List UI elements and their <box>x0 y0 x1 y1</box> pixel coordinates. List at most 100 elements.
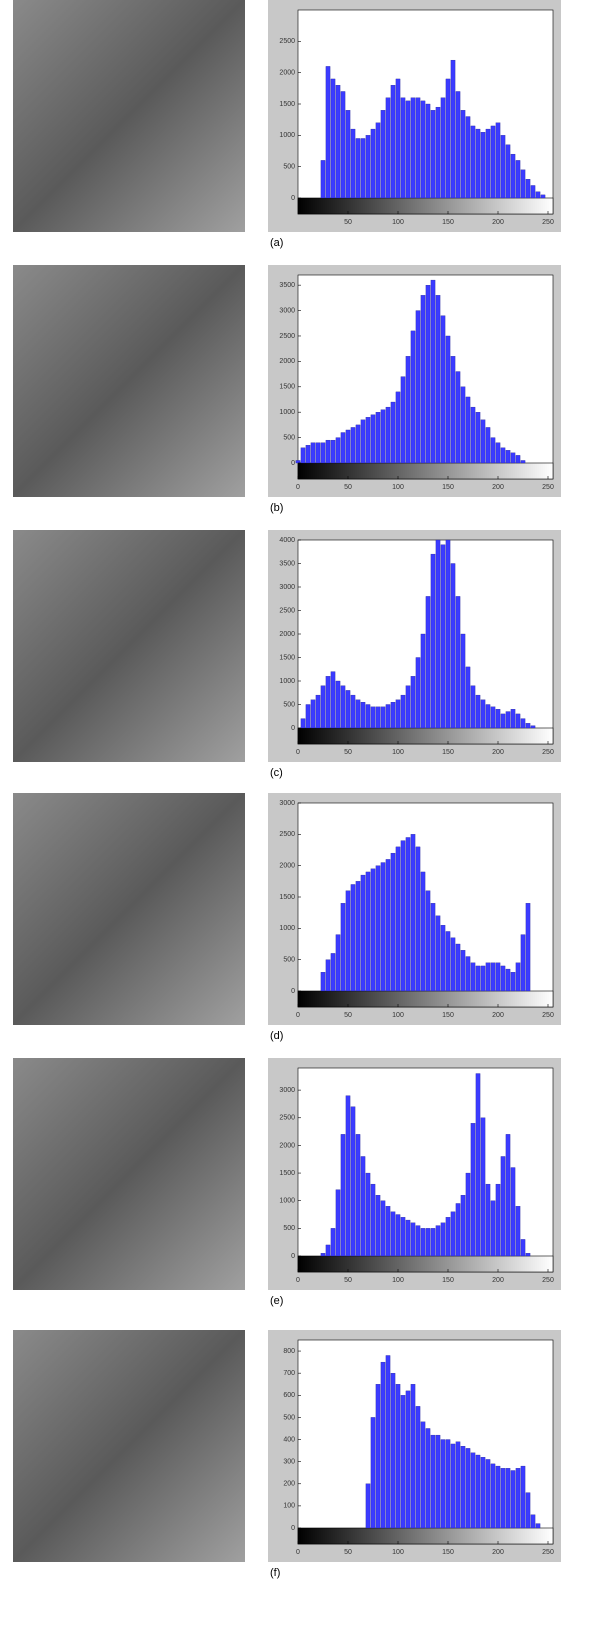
bar <box>435 106 441 199</box>
bar <box>505 144 511 199</box>
bar <box>490 1463 496 1529</box>
bar <box>490 437 496 464</box>
bar <box>375 122 381 199</box>
bar <box>485 1459 491 1529</box>
bar <box>430 110 436 199</box>
x-tick-label: 150 <box>442 749 454 756</box>
x-tick-label: 0 <box>296 1012 300 1019</box>
bar <box>490 125 496 199</box>
bar <box>440 315 446 464</box>
bar <box>380 1361 386 1529</box>
bar <box>525 179 531 199</box>
bar <box>470 1452 476 1529</box>
bar <box>470 125 476 199</box>
x-tick-label: 150 <box>442 219 454 226</box>
bar <box>400 1395 406 1529</box>
bar <box>425 1228 431 1257</box>
bar <box>485 704 491 729</box>
y-tick-label: 2000 <box>279 358 295 365</box>
y-tick-label: 4000 <box>279 537 295 544</box>
y-tick-label: 0 <box>291 460 295 467</box>
bar <box>365 135 371 199</box>
bar <box>420 1228 426 1257</box>
bar <box>295 460 301 464</box>
bar <box>540 194 546 199</box>
bar <box>485 427 491 464</box>
bar <box>450 59 456 199</box>
bar <box>440 1439 446 1529</box>
bar <box>455 596 461 729</box>
bar <box>495 1183 501 1257</box>
bar <box>340 903 346 992</box>
bar <box>465 666 471 729</box>
caption: (d) <box>270 1030 283 1042</box>
bar <box>405 1390 411 1529</box>
bar <box>445 78 451 199</box>
x-tick-label: 250 <box>542 1277 554 1284</box>
y-tick-label: 1500 <box>279 1170 295 1177</box>
y-tick-label: 0 <box>291 988 295 995</box>
bar <box>335 1189 341 1257</box>
bar <box>505 968 511 992</box>
photo <box>13 793 245 1025</box>
bar <box>460 110 466 199</box>
x-tick-label: 50 <box>344 1012 352 1019</box>
bar <box>390 401 396 464</box>
bar <box>360 702 366 729</box>
bar <box>465 1172 471 1257</box>
bar <box>420 100 426 199</box>
y-tick-label: 500 <box>283 957 295 964</box>
bar <box>320 685 326 729</box>
bar <box>405 356 411 464</box>
x-tick-label: 50 <box>344 1277 352 1284</box>
bar <box>415 846 421 992</box>
bar <box>520 1239 526 1257</box>
bar <box>515 1468 521 1529</box>
bar <box>370 868 376 992</box>
bar <box>330 1228 336 1257</box>
bar <box>415 1406 421 1529</box>
bar <box>380 1200 386 1257</box>
bar <box>480 1117 486 1257</box>
bar <box>370 128 376 199</box>
bar <box>405 685 411 729</box>
bar <box>500 713 506 729</box>
bar <box>480 965 486 992</box>
bar <box>380 706 386 729</box>
bar <box>400 376 406 464</box>
colorbar <box>297 990 554 1008</box>
y-tick-label: 3500 <box>279 560 295 567</box>
x-tick-label: 250 <box>542 749 554 756</box>
bar <box>370 1417 376 1529</box>
bar <box>330 439 336 464</box>
bar <box>450 937 456 992</box>
colorbar <box>297 727 554 745</box>
bar <box>420 295 426 464</box>
bar <box>360 419 366 464</box>
bar <box>475 128 481 199</box>
bar <box>530 1514 536 1529</box>
bar <box>410 330 416 464</box>
bar <box>325 676 331 729</box>
bar <box>305 445 311 464</box>
bar <box>460 1195 466 1257</box>
bar <box>425 890 431 992</box>
bar <box>435 1434 441 1529</box>
y-tick-label: 2500 <box>279 38 295 45</box>
bar <box>515 713 521 729</box>
x-tick-label: 150 <box>442 1277 454 1284</box>
bar <box>510 709 516 729</box>
bar <box>380 862 386 992</box>
bar <box>445 335 451 464</box>
bar <box>390 1211 396 1257</box>
x-tick-label: 150 <box>442 1012 454 1019</box>
bar <box>470 1123 476 1257</box>
bar <box>400 694 406 729</box>
bar <box>400 840 406 992</box>
caption: (f) <box>270 1567 280 1579</box>
y-tick-label: 3000 <box>279 307 295 314</box>
bar <box>350 128 356 199</box>
bar <box>395 78 401 199</box>
bar <box>400 1217 406 1257</box>
